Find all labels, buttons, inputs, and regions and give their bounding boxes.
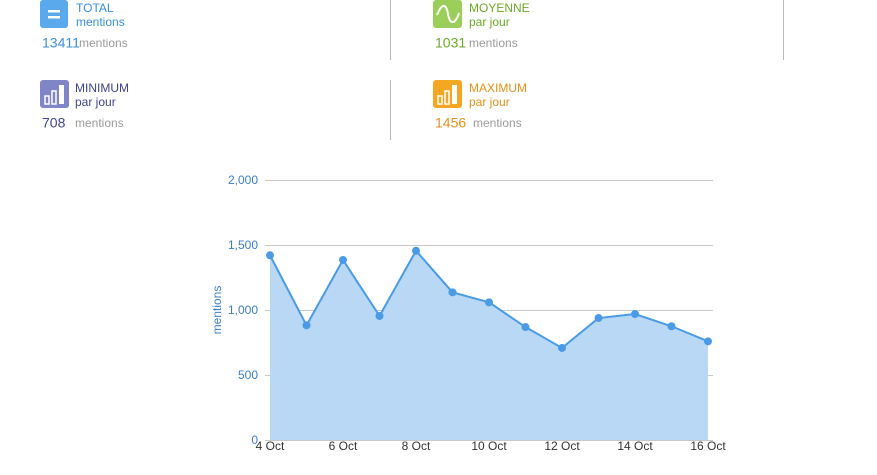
x-tick-label: 4 Oct [256,439,285,453]
stat-unit: mentions [79,36,128,50]
icon-glyph [452,85,457,104]
y-tick-label: 0 [251,433,258,447]
data-point [558,343,566,352]
data-point [302,321,311,330]
stat-value: 708 [42,115,66,131]
y-tick-label: 2,000 [228,173,258,187]
stat-card: MINIMUM par jour 708 mentions [40,80,129,131]
data-point [412,246,420,255]
data-point [448,288,457,297]
x-tick-label: 6 Oct [329,439,358,453]
data-point [375,311,384,320]
stat-subtitle: par jour [469,15,510,29]
stat-title: MAXIMUM [469,81,527,95]
data-point [521,323,530,332]
stat-title: MOYENNE [469,1,530,15]
x-tick-label: 10 Oct [471,439,507,453]
icon-glyph [437,95,443,105]
data-point [594,314,603,323]
icon-glyph [51,90,57,105]
stat-unit: mentions [469,36,518,50]
stat-title: TOTAL [76,1,114,15]
stat-subtitle: par jour [469,95,510,109]
stat-unit: mentions [473,116,522,130]
y-axis-label: mentions [210,286,224,335]
icon-glyph [44,95,50,105]
stat-value: 1031 [435,35,466,51]
data-point [485,298,493,307]
stat-value: 1456 [435,115,466,131]
stat-value: 13411 [42,35,80,51]
data-point [704,337,712,346]
icon-glyph [48,10,60,13]
area [270,250,708,440]
x-tick-label: 14 Oct [617,439,653,453]
icon-glyph [48,16,60,19]
icon [40,0,68,28]
data-point [339,255,347,264]
stat-card: MOYENNE par jour 1031 mentions [433,0,530,51]
stat-title: MINIMUM [75,81,129,95]
y-tick-label: 1,500 [228,238,258,252]
icon-glyph [59,85,64,104]
stat-subtitle: mentions [76,15,125,29]
data-point [266,251,274,260]
y-tick-label: 1,000 [228,303,258,317]
icon-glyph [436,4,460,24]
stat-card: TOTAL mentions 13411 mentions [40,0,128,51]
stat-card: MAXIMUM par jour 1456 mentions [433,80,527,131]
data-point [631,310,639,319]
y-tick-label: 500 [238,368,258,382]
data-point [667,322,676,331]
icon-glyph [444,90,450,105]
stat-subtitle: par jour [75,95,116,109]
x-tick-label: 16 Oct [690,439,726,453]
x-tick-label: 12 Oct [544,439,580,453]
stat-unit: mentions [75,116,124,130]
x-tick-label: 8 Oct [402,439,431,453]
